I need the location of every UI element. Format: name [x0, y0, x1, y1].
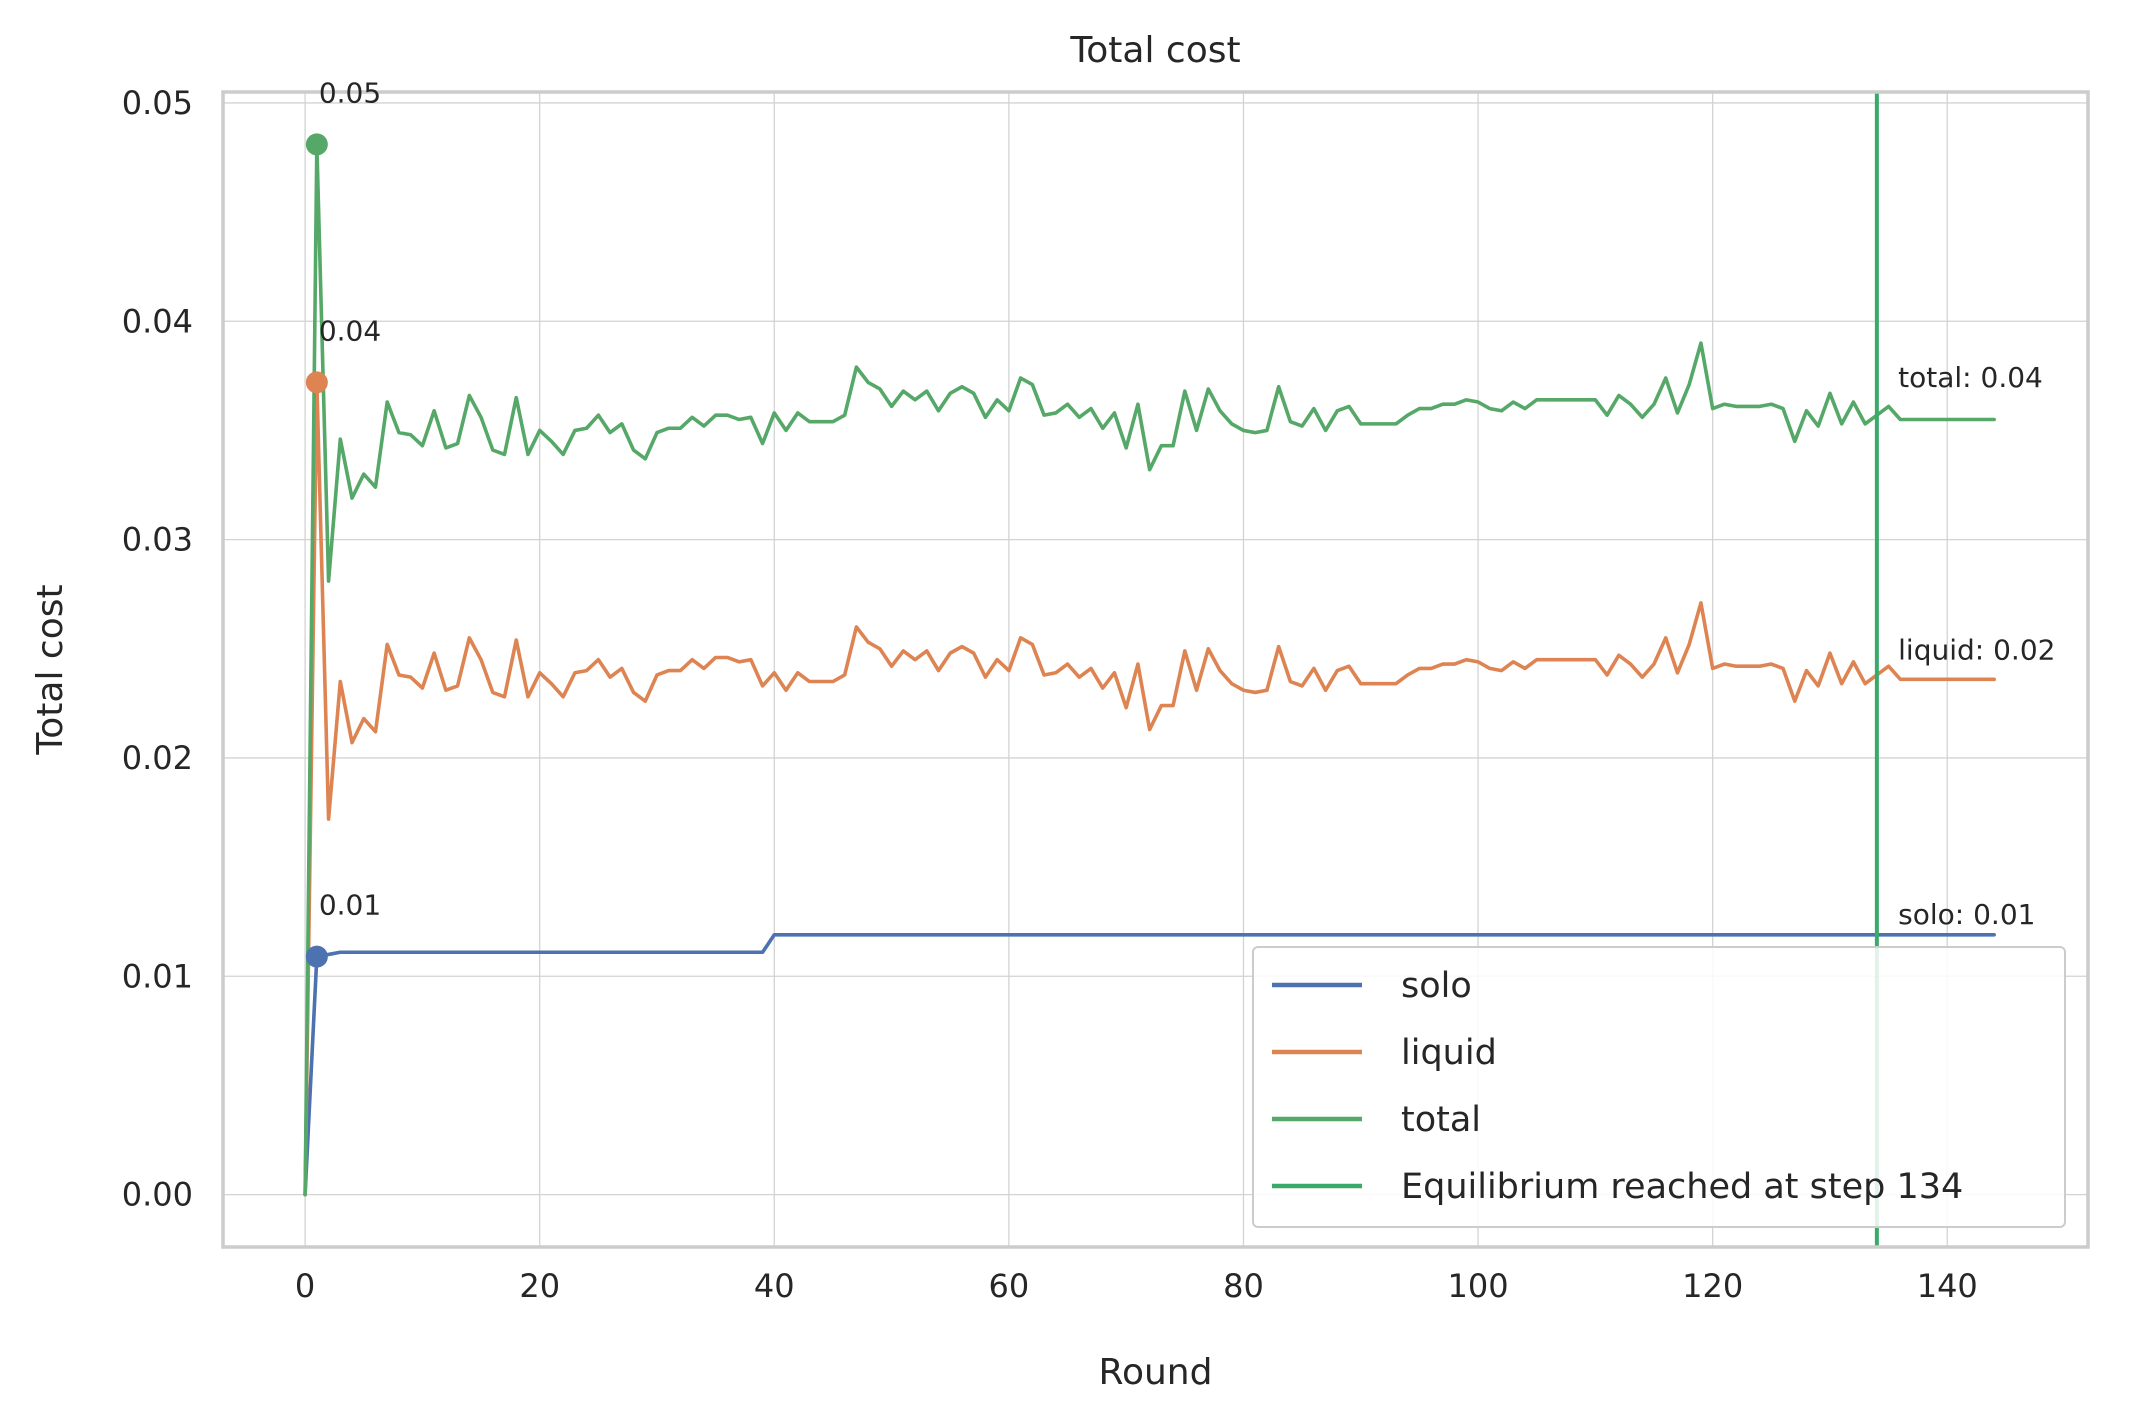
end-label-total: total: 0.04 [1898, 361, 2043, 394]
y-axis-ticks: 0.00 0.01 0.02 0.03 0.04 0.05 [122, 84, 193, 1214]
chart-title: Total cost [1069, 30, 1240, 71]
legend: solo liquid total Equilibrium reached at st… [1252, 946, 2066, 1228]
legend-box [1252, 946, 2066, 1228]
plot-frame [221, 90, 2090, 1249]
x-axis-label: Round [1099, 1352, 1213, 1393]
x-tick-label: 100 [1448, 1267, 1509, 1305]
legend-entry: solo [1401, 966, 1472, 1006]
y-tick-label: 0.03 [122, 521, 193, 559]
end-label-liquid: liquid: 0.02 [1898, 634, 2055, 667]
x-tick-label: 120 [1682, 1267, 1743, 1305]
annotations-layer: 0.01 0.04 0.05 total: 0.04 liquid: 0.02 solo:… [319, 76, 2056, 930]
series-line-total [303, 142, 1996, 1197]
x-tick-label: 140 [1917, 1267, 1978, 1305]
x-tick-label: 0 [295, 1267, 315, 1305]
y-tick-label: 0.04 [122, 302, 193, 340]
y-tick-label: 0.00 [122, 1176, 193, 1214]
x-tick-label: 60 [989, 1267, 1030, 1305]
y-tick-label: 0.02 [122, 739, 193, 777]
x-axis-ticks: 0 20 40 60 80 100 120 140 [295, 1267, 1978, 1305]
data-label-liquid: 0.04 [319, 314, 381, 347]
series-line-liquid [303, 380, 1996, 1197]
marker-solo [305, 945, 328, 968]
x-tick-label: 20 [519, 1267, 560, 1305]
y-axis-label: Total cost [30, 584, 71, 755]
data-label-total: 0.05 [319, 76, 381, 109]
legend-entry: Equilibrium reached at step 134 [1401, 1167, 1963, 1207]
x-tick-label: 40 [754, 1267, 795, 1305]
y-tick-label: 0.01 [122, 957, 193, 995]
y-tick-label: 0.05 [122, 84, 193, 122]
marker-total [305, 133, 328, 156]
legend-entry: liquid [1401, 1033, 1497, 1073]
data-label-solo: 0.01 [319, 889, 381, 922]
end-label-solo: solo: 0.01 [1898, 898, 2035, 931]
legend-entry: total [1401, 1100, 1481, 1140]
markers-layer [305, 133, 328, 968]
x-tick-label: 80 [1223, 1267, 1264, 1305]
marker-liquid [305, 371, 328, 394]
